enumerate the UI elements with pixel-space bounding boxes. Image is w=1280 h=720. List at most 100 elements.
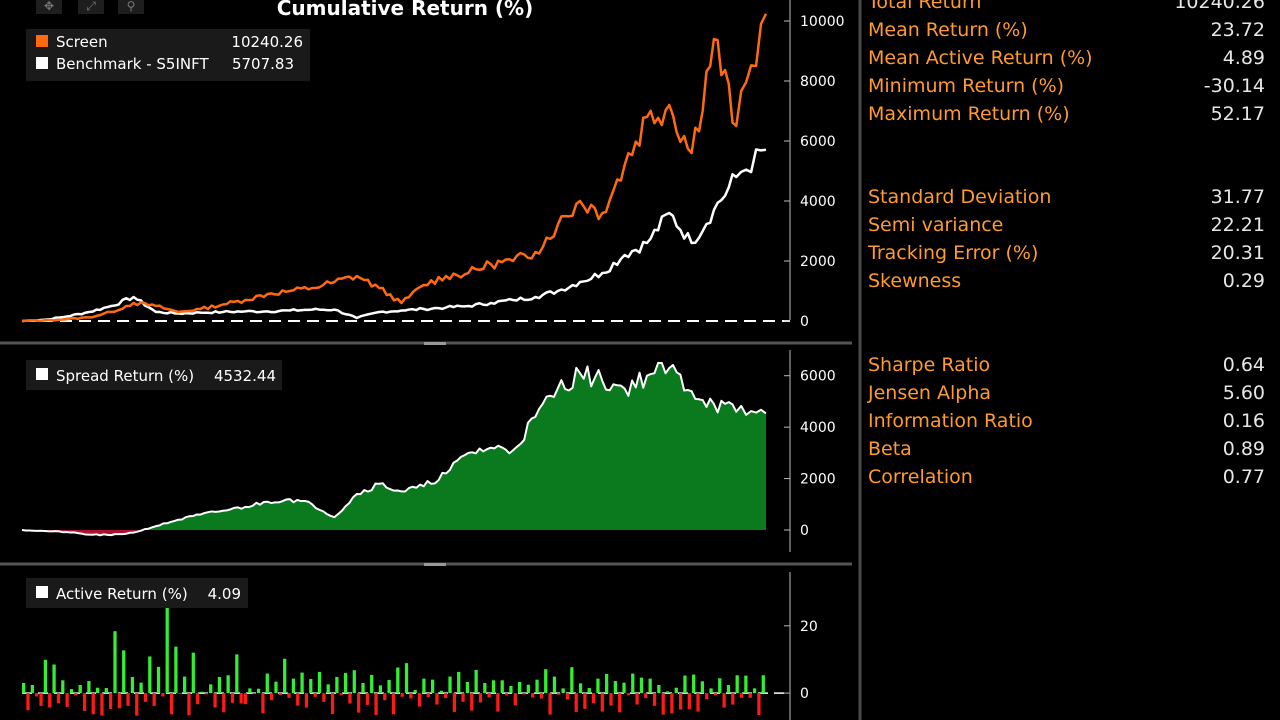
- active-return-bar[interactable]: [548, 693, 552, 715]
- active-return-bar[interactable]: [161, 693, 165, 697]
- active-return-bar[interactable]: [48, 693, 52, 708]
- active-return-bar[interactable]: [26, 693, 30, 711]
- active-return-bar[interactable]: [361, 683, 365, 694]
- active-return-bar[interactable]: [335, 676, 339, 694]
- active-return-bar[interactable]: [165, 592, 169, 694]
- active-return-bar[interactable]: [339, 693, 343, 696]
- active-return-bar[interactable]: [256, 688, 261, 694]
- active-return-bar[interactable]: [657, 685, 661, 694]
- active-return-bar[interactable]: [483, 683, 487, 694]
- active-return-bar[interactable]: [109, 693, 113, 709]
- active-return-bar[interactable]: [652, 693, 657, 706]
- active-return-bar[interactable]: [526, 684, 530, 694]
- active-return-bar[interactable]: [535, 679, 539, 694]
- active-return-bar[interactable]: [230, 693, 235, 703]
- panel-divider-1-handle[interactable]: [424, 342, 446, 345]
- active-return-bar[interactable]: [370, 674, 374, 694]
- active-return-bar[interactable]: [426, 693, 430, 698]
- active-return-bar[interactable]: [726, 685, 731, 694]
- active-return-bar[interactable]: [69, 689, 74, 694]
- active-return-bar[interactable]: [91, 693, 95, 715]
- active-return-bar[interactable]: [531, 693, 535, 698]
- active-return-bar[interactable]: [417, 693, 422, 707]
- active-return-bar[interactable]: [444, 693, 448, 699]
- active-return-bar[interactable]: [135, 693, 139, 716]
- active-return-bar[interactable]: [565, 693, 570, 700]
- active-return-bar[interactable]: [387, 679, 391, 694]
- active-return-bar[interactable]: [265, 673, 269, 694]
- active-return-bar[interactable]: [687, 693, 691, 710]
- active-return-bar[interactable]: [748, 693, 752, 698]
- active-return-bar[interactable]: [196, 693, 200, 705]
- zoom-line-icon[interactable]: ⤢: [78, 0, 104, 14]
- active-return-bar[interactable]: [591, 693, 596, 704]
- active-return-bar[interactable]: [739, 693, 744, 698]
- active-return-bar[interactable]: [487, 693, 491, 698]
- active-return-bar[interactable]: [678, 693, 683, 710]
- active-return-bar[interactable]: [383, 693, 387, 701]
- active-return-bar[interactable]: [222, 693, 226, 713]
- active-return-bar[interactable]: [439, 690, 443, 694]
- active-return-bar[interactable]: [174, 646, 178, 694]
- active-return-bar[interactable]: [352, 670, 356, 694]
- active-return-bar[interactable]: [100, 693, 104, 716]
- active-return-bar[interactable]: [478, 693, 483, 703]
- active-return-bar[interactable]: [113, 631, 117, 694]
- active-return-bar[interactable]: [504, 693, 509, 696]
- active-return-bar[interactable]: [200, 691, 204, 694]
- active-return-bar[interactable]: [178, 693, 182, 695]
- active-return-bar[interactable]: [104, 688, 108, 694]
- active-return-bar[interactable]: [235, 654, 239, 694]
- active-return-bar[interactable]: [304, 693, 309, 708]
- active-return-bar[interactable]: [126, 693, 130, 706]
- active-return-bar[interactable]: [322, 693, 326, 702]
- active-return-bar[interactable]: [609, 693, 613, 706]
- active-return-bar[interactable]: [557, 693, 561, 695]
- active-return-bar[interactable]: [644, 693, 648, 699]
- active-return-bar[interactable]: [283, 658, 287, 694]
- active-return-bar[interactable]: [30, 685, 34, 694]
- active-return-bar[interactable]: [626, 693, 631, 696]
- legend-swatch-benchmark[interactable]: [36, 57, 48, 69]
- active-return-bar[interactable]: [130, 676, 135, 694]
- active-return-bar[interactable]: [400, 693, 404, 697]
- active-return-bar[interactable]: [330, 693, 335, 714]
- active-return-bar[interactable]: [87, 680, 91, 694]
- active-return-bar[interactable]: [600, 693, 604, 712]
- active-return-bar[interactable]: [182, 676, 187, 694]
- active-return-bar[interactable]: [674, 687, 678, 694]
- active-return-bar[interactable]: [326, 684, 330, 694]
- active-return-bar[interactable]: [570, 667, 574, 694]
- active-return-bar[interactable]: [169, 693, 174, 715]
- active-return-bar[interactable]: [378, 685, 383, 694]
- active-return-bar[interactable]: [639, 677, 644, 694]
- active-return-bar[interactable]: [683, 675, 687, 694]
- active-return-bar[interactable]: [618, 693, 622, 713]
- active-return-bar[interactable]: [156, 666, 161, 694]
- active-return-bar[interactable]: [605, 673, 609, 694]
- active-return-bar[interactable]: [187, 693, 191, 716]
- active-return-bar[interactable]: [661, 693, 665, 715]
- spread-line[interactable]: [21, 361, 767, 537]
- active-return-bar[interactable]: [522, 693, 526, 695]
- active-return-bar[interactable]: [491, 680, 496, 694]
- active-return-bar[interactable]: [209, 684, 213, 694]
- active-return-bar[interactable]: [470, 693, 474, 711]
- active-return-bar[interactable]: [39, 693, 43, 706]
- active-return-bar[interactable]: [613, 680, 617, 694]
- active-return-bar[interactable]: [413, 690, 417, 694]
- active-return-bar[interactable]: [357, 693, 361, 713]
- active-return-bar[interactable]: [248, 688, 252, 694]
- active-return-bar[interactable]: [287, 693, 291, 698]
- active-return-bar[interactable]: [465, 681, 470, 694]
- active-return-bar[interactable]: [374, 693, 378, 715]
- active-return-bar[interactable]: [587, 688, 591, 694]
- active-return-bar[interactable]: [95, 687, 100, 694]
- active-return-bar[interactable]: [635, 693, 639, 705]
- active-return-bar[interactable]: [722, 693, 726, 708]
- active-return-bar[interactable]: [448, 676, 452, 694]
- active-return-bar[interactable]: [731, 693, 735, 705]
- active-return-bar[interactable]: [474, 669, 478, 694]
- active-return-bar[interactable]: [239, 693, 243, 704]
- active-return-bar[interactable]: [22, 683, 26, 694]
